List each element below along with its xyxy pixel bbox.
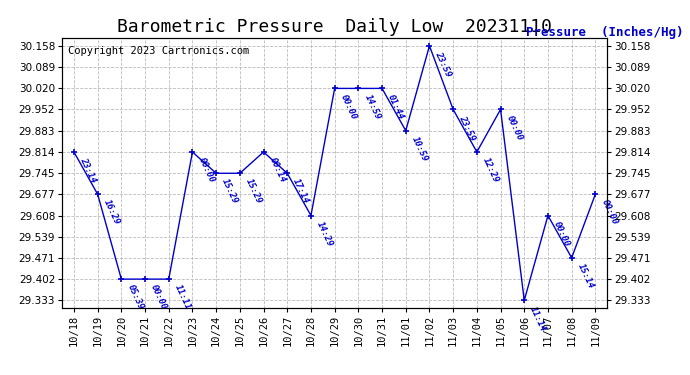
Text: 00:00: 00:00 <box>552 220 571 248</box>
Text: 15:29: 15:29 <box>220 177 240 206</box>
Text: 15:29: 15:29 <box>244 177 264 206</box>
Text: 00:00: 00:00 <box>504 114 524 142</box>
Text: 00:00: 00:00 <box>197 156 216 184</box>
Text: 00:00: 00:00 <box>149 283 169 312</box>
Text: 17:14: 17:14 <box>291 177 311 206</box>
Text: Pressure  (Inches/Hg): Pressure (Inches/Hg) <box>526 26 683 39</box>
Text: 14:29: 14:29 <box>315 220 335 248</box>
Text: Copyright 2023 Cartronics.com: Copyright 2023 Cartronics.com <box>68 46 249 56</box>
Text: 12:29: 12:29 <box>481 156 500 184</box>
Text: 16:29: 16:29 <box>102 198 121 226</box>
Text: 00:00: 00:00 <box>600 198 619 226</box>
Text: 01:44: 01:44 <box>386 93 406 121</box>
Text: 23:14: 23:14 <box>78 156 97 184</box>
Title: Barometric Pressure  Daily Low  20231110: Barometric Pressure Daily Low 20231110 <box>117 18 552 36</box>
Text: 00:00: 00:00 <box>339 93 358 121</box>
Text: 11:14: 11:14 <box>529 304 548 333</box>
Text: 23:59: 23:59 <box>433 50 453 78</box>
Text: 00:14: 00:14 <box>268 156 287 184</box>
Text: 14:59: 14:59 <box>362 93 382 121</box>
Text: 15:14: 15:14 <box>576 262 595 290</box>
Text: 10:59: 10:59 <box>410 135 429 163</box>
Text: 05:39: 05:39 <box>126 283 145 312</box>
Text: 11:11: 11:11 <box>173 283 193 312</box>
Text: 23:59: 23:59 <box>457 114 477 142</box>
